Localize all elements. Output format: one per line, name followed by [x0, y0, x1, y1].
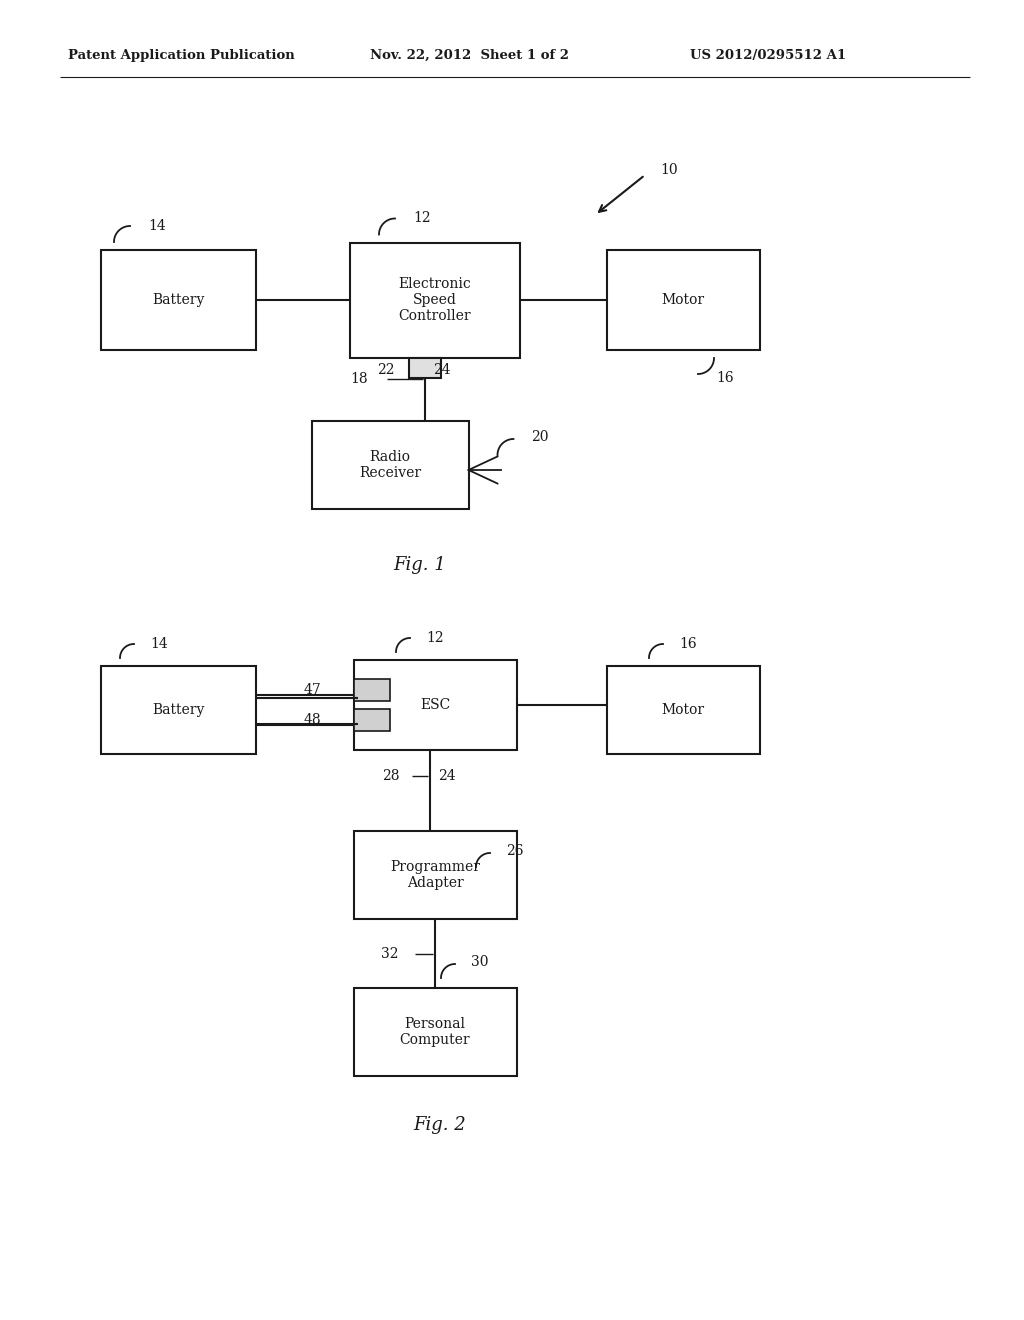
Text: 48: 48	[304, 713, 322, 727]
Text: US 2012/0295512 A1: US 2012/0295512 A1	[690, 49, 846, 62]
Bar	[353, 832, 516, 919]
Text: Fig. 1: Fig. 1	[393, 556, 446, 574]
Text: 18: 18	[350, 372, 368, 387]
Text: Motor: Motor	[662, 704, 705, 717]
Text: 14: 14	[148, 219, 166, 234]
Text: Personal
Computer: Personal Computer	[399, 1016, 470, 1047]
Bar	[409, 358, 441, 378]
Text: Motor: Motor	[662, 293, 705, 308]
Bar	[606, 249, 760, 350]
Bar	[350, 243, 520, 358]
Text: ESC: ESC	[420, 698, 451, 711]
Bar	[311, 421, 469, 510]
Text: 24: 24	[433, 363, 451, 376]
Text: Battery: Battery	[152, 293, 204, 308]
Bar	[353, 678, 389, 701]
Text: Programmer
Adapter: Programmer Adapter	[390, 859, 480, 890]
Text: 16: 16	[679, 638, 696, 651]
Text: 12: 12	[413, 211, 431, 226]
Text: 16: 16	[716, 371, 733, 385]
Text: Nov. 22, 2012  Sheet 1 of 2: Nov. 22, 2012 Sheet 1 of 2	[370, 49, 569, 62]
Text: 10: 10	[660, 162, 678, 177]
Text: 26: 26	[506, 843, 523, 858]
Text: 22: 22	[377, 363, 394, 376]
Text: 12: 12	[426, 631, 443, 645]
Text: 47: 47	[304, 682, 322, 697]
Text: Electronic
Speed
Controller: Electronic Speed Controller	[398, 277, 471, 323]
Text: Radio
Receiver: Radio Receiver	[359, 450, 421, 480]
Bar	[353, 709, 389, 731]
Text: 24: 24	[438, 768, 456, 783]
Bar	[606, 667, 760, 754]
Bar	[100, 667, 256, 754]
Bar	[353, 987, 516, 1076]
Text: 14: 14	[150, 638, 168, 651]
Text: 28: 28	[382, 768, 399, 783]
Text: Fig. 2: Fig. 2	[414, 1115, 466, 1134]
Text: 32: 32	[381, 946, 398, 961]
Bar	[100, 249, 256, 350]
Text: 30: 30	[471, 954, 488, 969]
Text: 20: 20	[531, 430, 549, 444]
Text: Patent Application Publication: Patent Application Publication	[68, 49, 295, 62]
Text: Battery: Battery	[152, 704, 204, 717]
Bar	[353, 660, 516, 750]
